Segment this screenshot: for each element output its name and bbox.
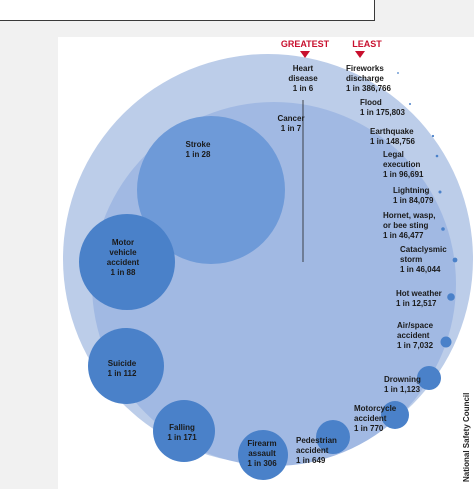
odds-text: 1 in 46,477 — [383, 231, 424, 240]
odds-text: 1 in 28 — [186, 150, 211, 159]
name-text: storm — [400, 255, 422, 264]
label-cancer: Cancer 1 in 7 — [277, 114, 304, 133]
bubble-hot-weather — [447, 293, 455, 301]
bubble-motor-vehicle-accident — [79, 214, 175, 310]
odds-text: 1 in 386,766 — [346, 84, 391, 93]
name-text: disease — [288, 74, 318, 83]
label-stroke: Stroke 1 in 28 — [186, 140, 211, 159]
odds-text: 1 in 148,756 — [370, 137, 415, 146]
label-flood: Flood 1 in 175,803 — [360, 98, 405, 117]
legend-greatest: GREATEST — [281, 39, 330, 49]
bubble-air-space-accident — [440, 336, 452, 348]
legend-least: LEAST — [352, 39, 382, 49]
name-text: accident — [296, 446, 329, 455]
name-text: Legal — [383, 150, 404, 159]
odds-text: 1 in 46,044 — [400, 265, 441, 274]
odds-text: 1 in 7,032 — [397, 341, 434, 350]
name-text: Heart — [293, 64, 314, 73]
label-falling: Falling 1 in 171 — [167, 423, 197, 442]
odds-text: 1 in 96,691 — [383, 170, 424, 179]
label-heart-disease: Heart disease 1 in 6 — [288, 64, 318, 93]
label-cataclysmic-storm: Cataclysmic storm 1 in 46,044 — [400, 245, 447, 274]
name-text: Cataclysmic — [400, 245, 447, 254]
label-drowning: Drowning 1 in 1,123 — [384, 375, 421, 394]
name-text: Lightning — [393, 186, 430, 195]
bubble-layer — [63, 54, 473, 480]
bubble-stroke — [137, 116, 285, 264]
name-text: Air/space — [397, 321, 434, 330]
bubble-pedestrian-accident — [316, 420, 350, 454]
legend-greatest-arrow — [300, 51, 310, 58]
name-text: or bee sting — [383, 221, 428, 230]
name-text: Hornet, wasp, — [383, 211, 435, 220]
name-text: accident — [397, 331, 430, 340]
odds-text: 1 in 12,517 — [396, 299, 437, 308]
name-text: Motor — [112, 238, 134, 247]
bubble-flood — [409, 103, 411, 105]
bubble-suicide — [88, 328, 164, 404]
label-earthquake: Earthquake 1 in 148,756 — [370, 127, 415, 146]
name-text: Fireworks — [346, 64, 384, 73]
odds-text: 1 in 1,123 — [384, 385, 421, 394]
name-text: Drowning — [384, 375, 421, 384]
odds-text: 1 in 7 — [281, 124, 302, 133]
label-legal-execution: Legal execution 1 in 96,691 — [383, 150, 424, 179]
label-motorcycle-accident: Motorcycle accident 1 in 770 — [354, 404, 397, 433]
odds-text: 1 in 175,803 — [360, 108, 405, 117]
name-text: assault — [248, 449, 276, 458]
odds-text: 1 in 306 — [247, 459, 277, 468]
odds-text: 1 in 88 — [111, 268, 136, 277]
name-text: Flood — [360, 98, 382, 107]
label-lightning: Lightning 1 in 84,079 — [393, 186, 434, 205]
name-text: execution — [383, 160, 420, 169]
bubble-motorcycle-accident — [381, 401, 409, 429]
name-text: Pedestrian — [296, 436, 337, 445]
name-text: discharge — [346, 74, 384, 83]
name-text: accident — [354, 414, 387, 423]
odds-text: 1 in 112 — [108, 369, 137, 378]
bubble-earthquake — [431, 134, 435, 138]
bubble-drowning — [417, 366, 441, 390]
name-text: Earthquake — [370, 127, 414, 136]
name-text: Stroke — [186, 140, 211, 149]
bubble-hornet-wasp-or-bee-sting — [441, 227, 445, 231]
label-firearm-assault: Firearm assault 1 in 306 — [247, 439, 277, 468]
name-text: Cancer — [277, 114, 304, 123]
legend-least-arrow — [355, 51, 365, 58]
odds-text: 1 in 84,079 — [393, 196, 434, 205]
label-motor-vehicle-accident: Motor vehicle accident 1 in 88 — [107, 238, 140, 277]
name-text: accident — [107, 258, 140, 267]
top-frame — [0, 0, 375, 21]
source-credit: National Safety Council — [462, 393, 471, 482]
bubble-falling — [153, 400, 215, 462]
label-hornet-wasp-or-bee-sting: Hornet, wasp, or bee sting 1 in 46,477 — [383, 211, 435, 240]
label-pedestrian-accident: Pedestrian accident 1 in 649 — [296, 436, 337, 465]
name-text: Motorcycle — [354, 404, 397, 413]
odds-text: 1 in 649 — [296, 456, 326, 465]
odds-text: 1 in 770 — [354, 424, 384, 433]
name-text: Suicide — [108, 359, 137, 368]
odds-text: 1 in 171 — [167, 433, 197, 442]
bubble-fireworks-discharge — [397, 72, 399, 74]
name-text: Hot weather — [396, 289, 442, 298]
label-air-space-accident: Air/space accident 1 in 7,032 — [397, 321, 434, 350]
label-suicide: Suicide 1 in 112 — [108, 359, 137, 378]
bubble-lightning — [438, 190, 442, 194]
name-text: Falling — [169, 423, 195, 432]
name-text: Firearm — [247, 439, 276, 448]
label-hot-weather: Hot weather 1 in 12,517 — [396, 289, 442, 308]
bubble-cataclysmic-storm — [452, 257, 458, 263]
odds-text: 1 in 6 — [293, 84, 314, 93]
bubble-legal-execution — [435, 154, 439, 158]
name-text: vehicle — [109, 248, 137, 257]
label-fireworks-discharge: Fireworks discharge 1 in 386,766 — [346, 64, 391, 93]
bubble-firearm-assault — [238, 430, 288, 480]
